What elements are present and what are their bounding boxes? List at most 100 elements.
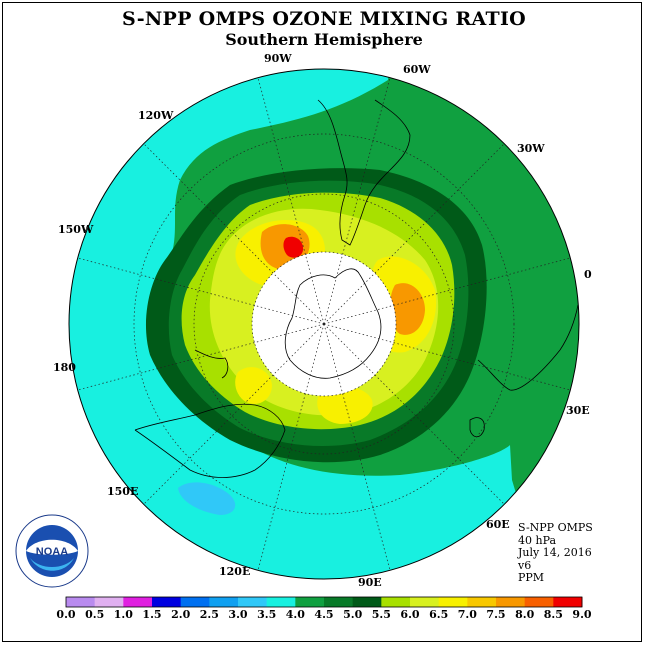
- cap-longitude-line: [323, 323, 394, 343]
- cap-longitude-line: [254, 323, 325, 343]
- longitude-line: [143, 143, 274, 274]
- colorbar-tick-label: 1.0: [114, 608, 133, 621]
- lon-label-150w: 150W: [58, 223, 94, 236]
- cap-longitude-line: [323, 305, 394, 325]
- lon-label-90e: 90E: [358, 576, 382, 589]
- noaa-logo-text: NOAA: [36, 546, 68, 558]
- colorbar-tick-label: 7.5: [486, 608, 505, 621]
- longitude-line: [257, 393, 306, 571]
- colorbar-tick-label: 6.5: [429, 608, 448, 621]
- cap-longitude-line: [323, 323, 343, 394]
- map-title: S-NPP OMPS OZONE MIXING RATIO: [121, 8, 527, 30]
- colorbar-swatch: [123, 597, 153, 607]
- colorbar-swatch: [152, 597, 182, 607]
- lon-label-90w: 90W: [264, 52, 292, 65]
- ozone-band-8p0: [283, 236, 304, 258]
- colorbar-tick-label: 5.5: [372, 608, 391, 621]
- lon-label-60w: 60W: [403, 63, 431, 76]
- cap-longitude-line: [272, 272, 325, 325]
- australia-outline: [134, 403, 286, 478]
- new-zealand-outline: [194, 349, 229, 379]
- colorbar-swatch: [180, 597, 210, 607]
- info-block: S-NPP OMPS 40 hPa July 14, 2016 v6 PPM: [518, 521, 593, 585]
- info-instrument: S-NPP OMPS: [518, 521, 593, 534]
- colorbar-swatch: [496, 597, 526, 607]
- coastlines: [134, 99, 579, 478]
- colorbar-swatch: [524, 597, 554, 607]
- lon-label-60e: 60E: [486, 518, 510, 531]
- colorbar-swatch: [209, 597, 239, 607]
- colorbar-swatch: [438, 597, 468, 607]
- colorbar-swatch: [295, 597, 325, 607]
- lon-label-120w: 120W: [138, 109, 174, 122]
- colorbar-tick-label: 7.0: [458, 608, 477, 621]
- longitude-line: [393, 342, 571, 391]
- colorbar-tick-label: 3.5: [257, 608, 276, 621]
- graticule: [77, 77, 571, 571]
- longitude-line: [342, 393, 391, 571]
- info-level: 40 hPa: [518, 533, 557, 547]
- lon-label-0: 0: [584, 268, 592, 281]
- cap-longitude-line: [272, 323, 325, 376]
- map-disk-border: [68, 68, 580, 580]
- longitude-line: [77, 342, 255, 391]
- colorbar-swatch: [66, 597, 96, 607]
- lon-label-30w: 30W: [517, 142, 545, 155]
- colorbar-tick-label: 1.5: [142, 608, 161, 621]
- antarctica-outline: [284, 268, 382, 379]
- colorbar-swatch: [324, 597, 354, 607]
- info-units: PPM: [518, 571, 545, 584]
- colorbar-tick-label: 2.0: [171, 608, 190, 621]
- colorbar: 0.0 0.5 1.0 1.5 2.0 2.5 3.0 3.5 4.0 4.5 5.0 5.5 6.0 6…: [56, 596, 592, 621]
- cap-longitude-line: [323, 272, 376, 325]
- lon-label-150e: 150E: [107, 485, 138, 498]
- info-version: v6: [518, 558, 532, 572]
- madagascar-outline: [469, 417, 485, 438]
- longitude-line: [342, 77, 391, 255]
- longitude-line: [77, 257, 255, 306]
- longitude-line: [374, 143, 505, 274]
- colorbar-tick-label: 8.0: [515, 608, 534, 621]
- ozone-band-7p5-east: [389, 283, 425, 335]
- info-date: July 14, 2016: [518, 546, 592, 559]
- longitude-line: [374, 374, 505, 505]
- lon-label-180: 180: [53, 361, 76, 374]
- longitude-labels: 90W 60W 30W 0 30E 60E 90E 120E 150E 180 …: [53, 52, 592, 589]
- colorbar-tick-label: 0.0: [56, 608, 75, 621]
- africa-outline: [477, 304, 579, 391]
- cap-longitude-line: [323, 254, 343, 325]
- lon-label-30e: 30E: [566, 404, 590, 417]
- colorbar-border: [65, 596, 583, 608]
- colorbar-swatch: [266, 597, 296, 607]
- colorbar-swatch: [553, 597, 583, 607]
- lon-label-120e: 120E: [219, 565, 250, 578]
- colorbar-tick-label: 9.0: [572, 608, 591, 621]
- colorbar-tick-label: 4.5: [314, 608, 333, 621]
- colorbar-swatch: [94, 597, 124, 607]
- cap-longitude-line: [305, 254, 325, 325]
- figure-frame: [2, 2, 642, 642]
- colorbar-swatch: [467, 597, 497, 607]
- colorbar-swatch: [238, 597, 268, 607]
- colorbar-swatch: [352, 597, 382, 607]
- ozone-band-3p0: [178, 482, 236, 515]
- longitude-line: [393, 257, 571, 306]
- colorbar-tick-label: 4.0: [286, 608, 305, 621]
- colorbar-swatch: [381, 597, 411, 607]
- colorbar-tick-label: 0.5: [85, 608, 104, 621]
- colorbar-tick-label: 6.0: [400, 608, 419, 621]
- cap-longitude-line: [323, 323, 376, 376]
- map-subtitle: Southern Hemisphere: [225, 30, 423, 49]
- ozone-band-6p5-west: [235, 367, 272, 405]
- colorbar-tick-label: 8.5: [544, 608, 563, 621]
- colorbar-tick-label: 5.0: [343, 608, 362, 621]
- cap-longitude-line: [254, 305, 325, 325]
- colorbar-tick-label: 2.5: [200, 608, 219, 621]
- colorbar-swatch: [410, 597, 440, 607]
- colorbar-tick-label: 3.0: [228, 608, 247, 621]
- cap-longitude-line: [305, 323, 325, 394]
- noaa-logo: NOAA: [15, 514, 89, 588]
- longitude-line: [143, 374, 274, 505]
